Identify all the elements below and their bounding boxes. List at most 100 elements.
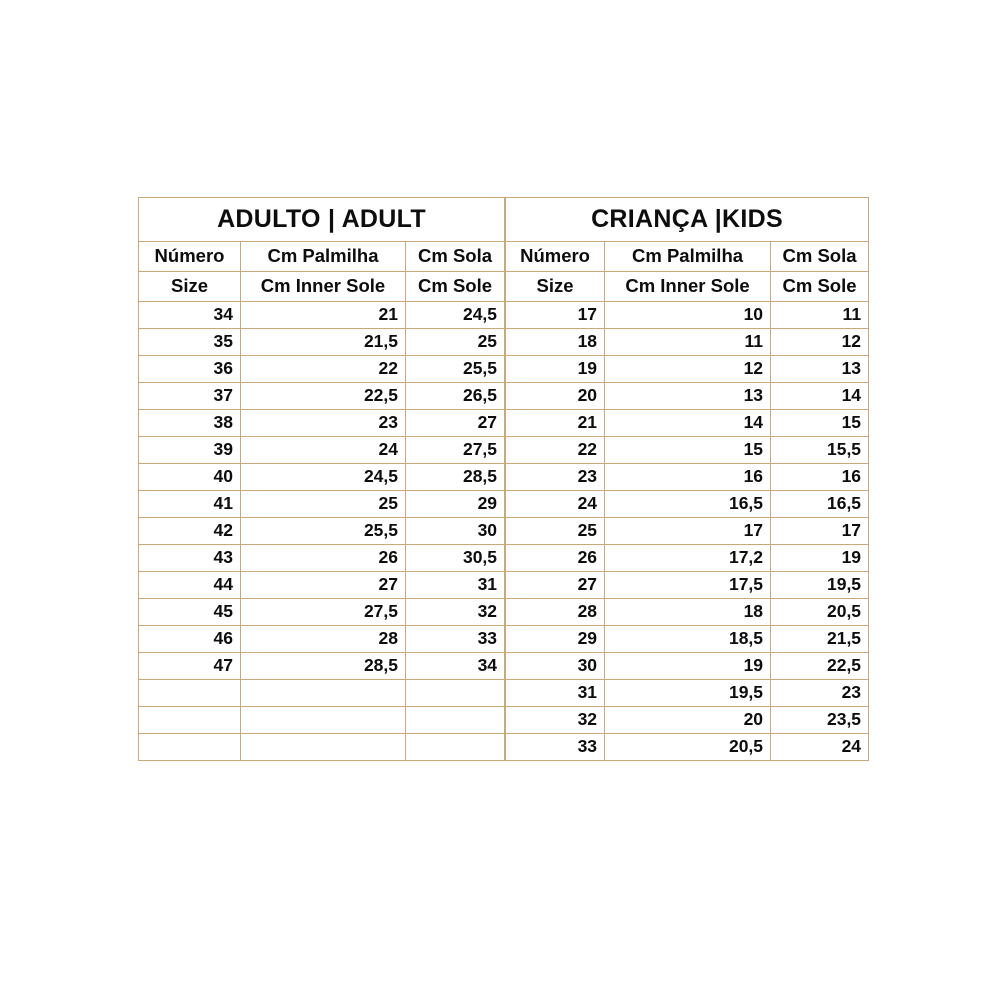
table-cell: 40 xyxy=(138,463,241,491)
table-cell: 16 xyxy=(604,463,772,491)
table-cell: 28 xyxy=(505,598,606,626)
empty-cell xyxy=(240,706,406,734)
table-cell: 24 xyxy=(505,490,606,518)
table-cell: 18 xyxy=(604,598,772,626)
kids-header-pt-2: Cm Sola xyxy=(770,241,870,272)
table-cell: 26 xyxy=(240,544,406,572)
table-row: 40 24,5 28,5 xyxy=(138,463,506,491)
table-row xyxy=(138,733,506,761)
table-cell: 13 xyxy=(604,382,772,410)
table-row xyxy=(138,706,506,734)
table-row: 38 23 27 xyxy=(138,409,506,437)
table-cell: 25,5 xyxy=(240,517,406,545)
table-cell: 32 xyxy=(505,706,606,734)
adult-title-row: ADULTO | ADULT xyxy=(137,197,506,242)
table-cell: 31 xyxy=(505,679,606,707)
adult-header-en-0: Size xyxy=(138,271,241,302)
kids-header-pt-0: Número xyxy=(505,241,606,272)
table-row: 28 18 20,5 xyxy=(505,598,870,626)
table-cell: 20 xyxy=(505,382,606,410)
table-row: 32 20 23,5 xyxy=(505,706,870,734)
table-row: 45 27,5 32 xyxy=(138,598,506,626)
table-cell: 35 xyxy=(138,328,241,356)
adult-header-en-2: Cm Sole xyxy=(404,271,506,302)
table-cell: 27 xyxy=(404,409,506,437)
table-cell: 29 xyxy=(404,490,506,518)
table-cell: 25 xyxy=(404,328,506,356)
table-cell: 25 xyxy=(505,517,606,545)
table-row: 22 15 15,5 xyxy=(505,436,870,464)
table-cell: 24,5 xyxy=(404,301,506,329)
empty-cell xyxy=(138,706,241,734)
kids-header-row-en: Size Cm Inner Sole Cm Sole xyxy=(505,271,870,302)
table-cell: 21,5 xyxy=(770,625,870,653)
table-row: 43 26 30,5 xyxy=(138,544,506,572)
table-cell: 30 xyxy=(404,517,506,545)
table-cell: 38 xyxy=(138,409,241,437)
table-row: 30 19 22,5 xyxy=(505,652,870,680)
adult-header-pt-1: Cm Palmilha xyxy=(240,241,406,272)
table-cell: 17 xyxy=(505,301,606,329)
table-cell: 32 xyxy=(404,598,506,626)
table-cell: 34 xyxy=(404,652,506,680)
table-row: 26 17,2 19 xyxy=(505,544,870,572)
table-cell: 31 xyxy=(404,571,506,599)
table-row: 44 27 31 xyxy=(138,571,506,599)
table-cell: 28 xyxy=(240,625,406,653)
table-cell: 33 xyxy=(505,733,606,761)
table-cell: 27,5 xyxy=(240,598,406,626)
table-cell: 45 xyxy=(138,598,241,626)
kids-table-body: CRIANÇA |KIDS Número Cm Palmilha Cm Sola Siz… xyxy=(505,197,870,761)
kids-header-en-0: Size xyxy=(505,271,606,302)
table-cell: 20 xyxy=(604,706,772,734)
table-row: 24 16,5 16,5 xyxy=(505,490,870,518)
table-cell: 46 xyxy=(138,625,241,653)
adult-header-row-pt: Número Cm Palmilha Cm Sola xyxy=(138,241,506,272)
table-row: 17 10 11 xyxy=(505,301,870,329)
table-row: 18 11 12 xyxy=(505,328,870,356)
kids-title: CRIANÇA |KIDS xyxy=(505,197,870,242)
table-cell: 15 xyxy=(604,436,772,464)
table-cell: 15,5 xyxy=(770,436,870,464)
table-cell: 41 xyxy=(138,490,241,518)
adult-header-pt-2: Cm Sola xyxy=(404,241,506,272)
adult-size-table: ADULTO | ADULT Número Cm Palmilha Cm Sola Si… xyxy=(137,197,506,761)
adult-table-body: ADULTO | ADULT Número Cm Palmilha Cm Sola Si… xyxy=(137,197,506,761)
empty-cell xyxy=(240,733,406,761)
adult-header-row-en: Size Cm Inner Sole Cm Sole xyxy=(138,271,506,302)
table-cell: 16,5 xyxy=(604,490,772,518)
table-cell: 23 xyxy=(240,409,406,437)
table-cell: 12 xyxy=(604,355,772,383)
kids-header-en-1: Cm Inner Sole xyxy=(604,271,772,302)
table-row: 25 17 17 xyxy=(505,517,870,545)
table-row: 21 14 15 xyxy=(505,409,870,437)
table-cell: 23 xyxy=(770,679,870,707)
table-cell: 19,5 xyxy=(604,679,772,707)
table-cell: 22,5 xyxy=(240,382,406,410)
table-cell: 21 xyxy=(240,301,406,329)
table-cell: 17,2 xyxy=(604,544,772,572)
table-cell: 11 xyxy=(770,301,870,329)
table-cell: 11 xyxy=(604,328,772,356)
adult-title: ADULTO | ADULT xyxy=(137,197,506,242)
table-row: 20 13 14 xyxy=(505,382,870,410)
table-cell: 33 xyxy=(404,625,506,653)
table-cell: 23,5 xyxy=(770,706,870,734)
table-cell: 22 xyxy=(505,436,606,464)
table-cell: 18 xyxy=(505,328,606,356)
table-cell: 22 xyxy=(240,355,406,383)
kids-header-en-2: Cm Sole xyxy=(770,271,870,302)
table-row xyxy=(138,679,506,707)
table-cell: 19 xyxy=(604,652,772,680)
size-chart: ADULTO | ADULT Número Cm Palmilha Cm Sola Si… xyxy=(137,197,870,761)
empty-cell xyxy=(404,733,506,761)
table-row: 27 17,5 19,5 xyxy=(505,571,870,599)
table-cell: 24,5 xyxy=(240,463,406,491)
table-cell: 17 xyxy=(770,517,870,545)
empty-cell xyxy=(240,679,406,707)
table-cell: 37 xyxy=(138,382,241,410)
table-cell: 30,5 xyxy=(404,544,506,572)
table-cell: 27,5 xyxy=(404,436,506,464)
table-cell: 21 xyxy=(505,409,606,437)
